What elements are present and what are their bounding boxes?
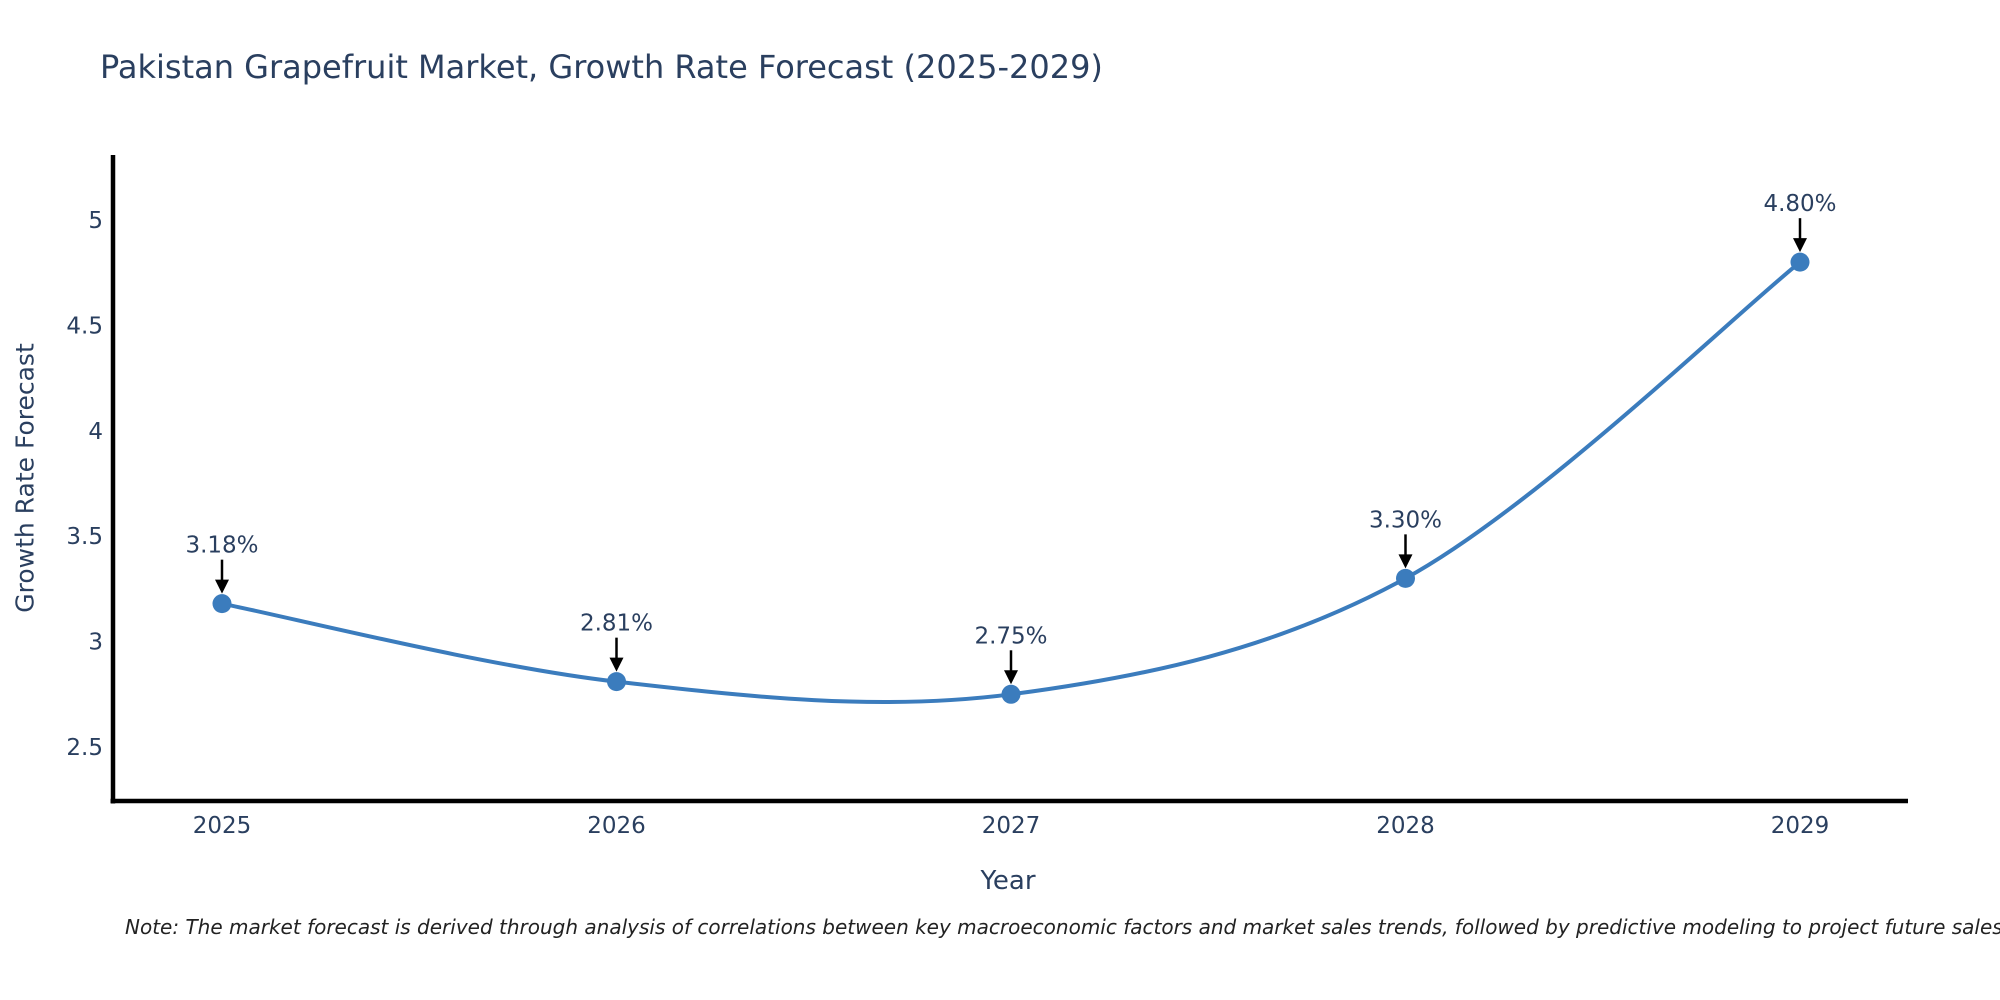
x-tick-label: 2029 — [1771, 813, 1830, 839]
y-tick-label: 3.5 — [66, 524, 103, 550]
y-tick-label: 4.5 — [66, 313, 103, 339]
y-tick-label: 5 — [88, 208, 103, 234]
data-point-label: 2.81% — [580, 611, 653, 637]
data-point-marker — [1001, 684, 1021, 704]
chart-title: Pakistan Grapefruit Market, Growth Rate … — [100, 48, 1103, 86]
data-point-label: 4.80% — [1763, 191, 1836, 217]
annotation-arrow-head — [1004, 670, 1018, 685]
forecast-line — [220, 260, 1802, 705]
annotation-arrow-head — [215, 579, 229, 594]
x-tick-label: 2028 — [1376, 813, 1435, 839]
x-tick-label: 2027 — [982, 813, 1041, 839]
y-tick-label: 2.5 — [66, 735, 103, 761]
annotation-arrow-head — [1398, 554, 1413, 569]
data-point-marker — [1790, 252, 1810, 272]
y-tick-label: 4 — [88, 419, 103, 445]
data-point-label: 3.30% — [1369, 507, 1442, 533]
data-point-label: 2.75% — [974, 623, 1047, 649]
data-point-marker — [1396, 568, 1415, 588]
y-tick-label: 3 — [88, 630, 103, 656]
footnote: Note: The market forecast is derived thr… — [125, 915, 2000, 939]
data-point-marker — [607, 672, 626, 692]
annotation-arrow-head — [1793, 238, 1807, 253]
x-tick-label: 2026 — [587, 813, 646, 839]
x-axis-title: Year — [980, 866, 1036, 896]
data-point-marker — [212, 594, 232, 614]
x-tick-label: 2025 — [193, 813, 252, 839]
annotation-arrow-head — [609, 657, 624, 672]
data-point-label: 3.18% — [185, 533, 258, 559]
